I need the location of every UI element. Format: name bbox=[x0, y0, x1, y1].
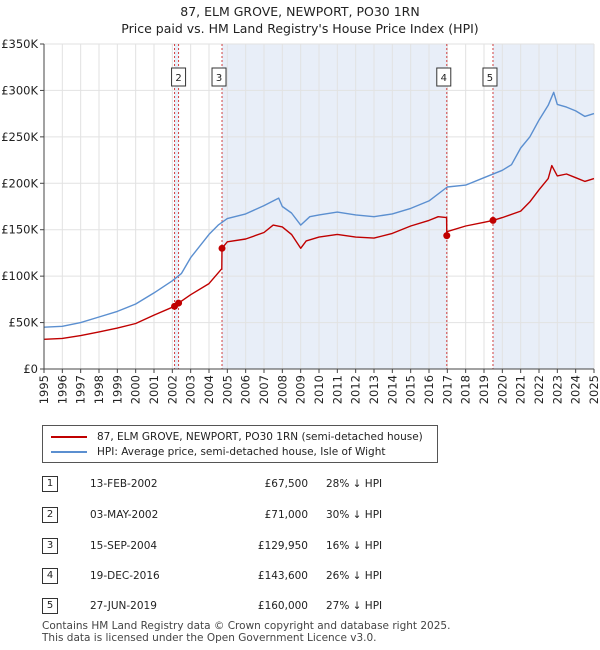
y-tick-label: £150K bbox=[1, 223, 38, 237]
sale-number: 4 bbox=[42, 568, 58, 584]
x-tick-label: 2010 bbox=[312, 375, 326, 404]
x-tick-label: 2007 bbox=[257, 375, 271, 404]
sale-marker-box bbox=[436, 67, 452, 87]
x-tick-label: 2019 bbox=[477, 375, 491, 404]
x-tick-label: 2021 bbox=[514, 375, 528, 404]
sale-marker-box bbox=[211, 67, 227, 87]
sale-date: 27-JUN-2019 bbox=[90, 600, 157, 612]
legend-label-hpi: HPI: Average price, semi-detached house,… bbox=[97, 446, 386, 458]
sale-number: 3 bbox=[42, 538, 58, 554]
x-tick-label: 2004 bbox=[202, 375, 216, 404]
x-tick-label: 2018 bbox=[459, 375, 473, 404]
sale-hpi-diff: 30% ↓ HPI bbox=[326, 509, 383, 521]
sale-date: 15-SEP-2004 bbox=[90, 540, 158, 552]
shaded-period bbox=[492, 44, 594, 369]
legend-label-property: 87, ELM GROVE, NEWPORT, PO30 1RN (semi-d… bbox=[97, 431, 423, 443]
sale-marker-label: 3 bbox=[216, 73, 222, 84]
footer-licence: This data is licensed under the Open Gov… bbox=[42, 632, 377, 644]
axes: £0 £50K £100K £150K £200K £250K £300K £350K 1995… bbox=[1, 37, 600, 404]
x-tick-label: 1997 bbox=[74, 375, 88, 404]
y-tick-label: £200K bbox=[1, 176, 38, 190]
x-tick-label: 2012 bbox=[349, 375, 363, 404]
sale-hpi-diff: 28% ↓ HPI bbox=[326, 478, 383, 490]
y-tick-label: £300K bbox=[1, 83, 38, 97]
legend-item-property: 87, ELM GROVE, NEWPORT, PO30 1RN (semi-d… bbox=[51, 430, 423, 444]
sale-marker-boxes: 2 3 4 5 bbox=[171, 67, 498, 87]
x-tick-label: 1995 bbox=[37, 375, 51, 404]
sale-number: 2 bbox=[42, 507, 58, 523]
sale-marker-label: 5 bbox=[487, 73, 493, 84]
sale-number: 5 bbox=[42, 598, 58, 614]
x-tick-label: 2022 bbox=[532, 375, 546, 404]
x-tick-label: 2009 bbox=[294, 375, 308, 404]
x-tick-label: 2006 bbox=[239, 375, 253, 404]
y-tick-label: £50K bbox=[9, 316, 39, 330]
sale-number: 1 bbox=[42, 476, 58, 492]
x-tick-label: 2008 bbox=[275, 375, 289, 404]
sale-row: 2 03-MAY-2002 £71,000 30% ↓ HPI bbox=[42, 507, 562, 525]
sale-point bbox=[175, 299, 183, 307]
y-tick-label: £350K bbox=[1, 37, 38, 51]
sale-date: 13-FEB-2002 bbox=[90, 478, 158, 490]
sale-row: 5 27-JUN-2019 £160,000 27% ↓ HPI bbox=[42, 598, 562, 616]
shaded-period bbox=[174, 44, 179, 369]
x-tick-label: 2024 bbox=[569, 375, 583, 404]
sale-hpi-diff: 27% ↓ HPI bbox=[326, 600, 383, 612]
legend-swatch-property bbox=[51, 436, 87, 438]
x-tick-label: 1999 bbox=[110, 375, 124, 404]
price-chart: 2 3 4 5 £0 £50K £100K £150K £200K £250K £300K £350… bbox=[1, 37, 600, 404]
sale-marker-box bbox=[171, 67, 187, 87]
legend: 87, ELM GROVE, NEWPORT, PO30 1RN (semi-d… bbox=[42, 425, 438, 463]
sale-point bbox=[218, 244, 226, 252]
sale-price: £160,000 bbox=[257, 600, 308, 612]
legend-swatch-hpi bbox=[51, 451, 87, 453]
x-tick-label: 2015 bbox=[404, 375, 418, 404]
sale-date: 19-DEC-2016 bbox=[90, 570, 160, 582]
shaded-period bbox=[222, 44, 447, 369]
legend-item-hpi: HPI: Average price, semi-detached house,… bbox=[51, 445, 385, 459]
sale-points bbox=[171, 216, 497, 310]
x-tick-label: 2025 bbox=[587, 375, 600, 404]
chart-title-line-1: 87, ELM GROVE, NEWPORT, PO30 1RN bbox=[180, 4, 420, 19]
sale-price: £71,000 bbox=[264, 509, 308, 521]
y-tick-label: £0 bbox=[23, 362, 38, 376]
hpi-line bbox=[43, 91, 595, 328]
x-tick-label: 2002 bbox=[165, 375, 179, 404]
x-tick-label: 1996 bbox=[55, 375, 69, 404]
sale-marker-box bbox=[482, 67, 498, 87]
sale-hpi-diff: 16% ↓ HPI bbox=[326, 540, 383, 552]
sale-marker-label: 4 bbox=[441, 73, 447, 84]
sale-marker-label: 2 bbox=[175, 73, 181, 84]
sale-row: 4 19-DEC-2016 £143,600 26% ↓ HPI bbox=[42, 568, 562, 586]
y-tick-label: £100K bbox=[1, 269, 38, 283]
sale-price: £67,500 bbox=[264, 478, 308, 490]
x-tick-label: 2020 bbox=[495, 375, 509, 404]
sale-date: 03-MAY-2002 bbox=[90, 509, 159, 521]
x-tick-label: 2023 bbox=[550, 375, 564, 404]
y-tick-label: £250K bbox=[1, 130, 38, 144]
x-tick-label: 2011 bbox=[330, 375, 344, 404]
sale-hpi-diff: 26% ↓ HPI bbox=[326, 570, 383, 582]
footer-copyright: Contains HM Land Registry data © Crown c… bbox=[42, 620, 451, 632]
x-tick-label: 1998 bbox=[92, 375, 106, 404]
sale-point bbox=[489, 216, 497, 224]
x-tick-label: 2014 bbox=[385, 375, 399, 404]
x-tick-label: 2003 bbox=[184, 375, 198, 404]
sale-price: £129,950 bbox=[257, 540, 308, 552]
x-tick-label: 2016 bbox=[422, 375, 436, 404]
x-tick-label: 2005 bbox=[220, 375, 234, 404]
x-tick-label: 2000 bbox=[129, 375, 143, 404]
chart-title-line-2: Price paid vs. HM Land Registry's House … bbox=[121, 21, 479, 36]
sale-point bbox=[443, 232, 451, 240]
x-tick-label: 2013 bbox=[367, 375, 381, 404]
x-tick-label: 2017 bbox=[440, 375, 454, 404]
x-tick-label: 2001 bbox=[147, 375, 161, 404]
sale-price: £143,600 bbox=[257, 570, 308, 582]
sale-row: 1 13-FEB-2002 £67,500 28% ↓ HPI bbox=[42, 476, 562, 494]
sale-row: 3 15-SEP-2004 £129,950 16% ↓ HPI bbox=[42, 538, 562, 556]
